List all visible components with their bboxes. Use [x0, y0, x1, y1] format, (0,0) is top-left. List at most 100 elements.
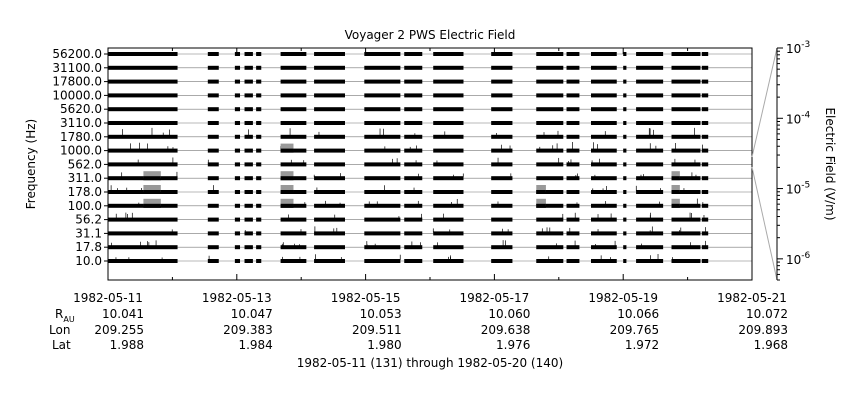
data-strip [244, 79, 253, 84]
burst-block [671, 185, 680, 192]
data-strip [536, 162, 564, 167]
ephemeris-lat-value: 1.980 [367, 338, 401, 352]
data-strip [256, 203, 262, 208]
burst-block [143, 171, 161, 179]
data-strip [623, 190, 627, 194]
data-strip [491, 245, 513, 250]
data-strip [207, 79, 219, 84]
data-strip [623, 65, 627, 70]
data-strip [433, 121, 464, 125]
data-strip [636, 134, 664, 139]
ephemeris-rau-value: 10.047 [231, 307, 273, 321]
data-strip [623, 259, 627, 263]
data-strip [701, 121, 709, 125]
burst-block [671, 171, 680, 179]
y-tick-label: 17.8 [75, 240, 102, 254]
data-strip [234, 93, 241, 98]
data-strip [623, 107, 627, 112]
data-strip [207, 93, 219, 98]
ephemeris-lat-value: 1.968 [754, 338, 788, 352]
data-strip [108, 79, 178, 84]
data-strip [671, 134, 701, 139]
colorbar-connector-top [751, 47, 778, 158]
data-strip [636, 65, 664, 70]
data-strip [234, 203, 241, 208]
ephemeris-rau-value: 10.066 [617, 307, 659, 321]
data-strip [314, 134, 345, 139]
data-strip [701, 107, 709, 112]
data-strip [108, 52, 178, 56]
data-strip [314, 148, 345, 153]
data-strip [566, 148, 580, 153]
data-strip [433, 190, 464, 194]
data-strip [491, 65, 513, 70]
colorbar-tick-label: 10-5 [786, 181, 810, 197]
data-strip [207, 148, 219, 153]
ephemeris-rau-value: 10.041 [102, 307, 144, 321]
data-strip [207, 176, 219, 181]
data-strip [636, 176, 664, 181]
data-strip [433, 65, 464, 70]
lon-row-label: Lon [49, 323, 70, 337]
burst-core [143, 190, 161, 194]
data-strip [244, 52, 253, 56]
ephemeris-lon-value: 209.383 [223, 323, 273, 337]
data-strip [108, 121, 178, 125]
data-strip [314, 203, 345, 208]
data-strip [566, 162, 580, 167]
data-strip [256, 121, 262, 125]
data-strip [280, 217, 307, 222]
data-strip [636, 203, 664, 208]
data-strip [207, 190, 219, 194]
data-strip [491, 176, 513, 181]
data-strip [404, 65, 423, 70]
y-ticks: 56200.031100.017800.010000.05620.03110.0… [52, 47, 108, 268]
ephemeris-lon-value: 209.765 [610, 323, 660, 337]
data-strip [536, 203, 564, 208]
data-strip [566, 245, 580, 250]
burst-block [143, 185, 161, 192]
data-strip [591, 121, 617, 125]
y-tick-label: 10.0 [75, 254, 102, 268]
data-strip [314, 245, 345, 250]
data-strip [591, 203, 617, 208]
data-strip [314, 162, 345, 167]
data-strip [433, 134, 464, 139]
data-strip [108, 203, 178, 208]
data-strip [566, 231, 580, 236]
data-strip [433, 79, 464, 84]
data-strip [404, 107, 423, 112]
data-strip [234, 52, 241, 56]
data-strip [671, 245, 701, 250]
data-strip [234, 134, 241, 139]
y-tick-label: 1000.0 [60, 144, 102, 158]
x-axis-label: 1982-05-11 (131) through 1982-05-20 (140… [297, 356, 563, 370]
data-strip [536, 121, 564, 125]
data-strip [591, 176, 617, 181]
data-strip [314, 176, 345, 181]
data-strip [364, 203, 401, 208]
data-strip [591, 79, 617, 84]
data-strip [591, 162, 617, 167]
data-strip [364, 65, 401, 70]
data-strip [256, 190, 262, 194]
data-strip [701, 217, 709, 222]
data-strip [536, 79, 564, 84]
data-strip [701, 65, 709, 70]
ephemeris-lat-value: 1.988 [110, 338, 144, 352]
data-strip [623, 93, 627, 98]
data-strip [234, 148, 241, 153]
data-strip [244, 121, 253, 125]
data-strip [234, 79, 241, 84]
data-strip [108, 162, 178, 167]
burst-block [671, 198, 680, 206]
data-strip [256, 176, 262, 181]
data-strip [256, 79, 262, 84]
data-strip [433, 93, 464, 98]
data-strip [404, 93, 423, 98]
data-strip [314, 259, 345, 263]
data-strip [636, 231, 664, 236]
data-strip [566, 121, 580, 125]
data-strip [314, 93, 345, 98]
data-strip [433, 107, 464, 112]
